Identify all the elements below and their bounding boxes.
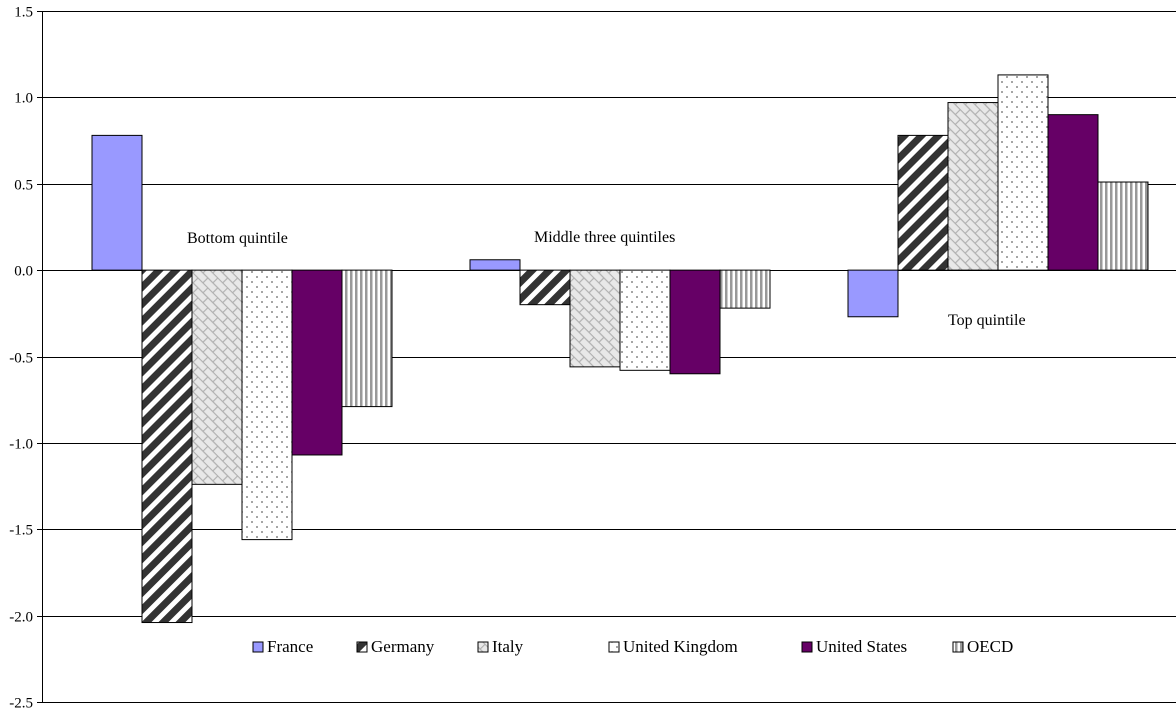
bar-oecd-middle-three-quintiles: [719, 269, 771, 309]
y-tick-label: -2.0: [9, 610, 33, 626]
bar-oecd-bottom-quintile: [341, 269, 393, 408]
bar-united-states-bottom-quintile: [291, 269, 343, 456]
bar-france-top-quintile: [847, 269, 899, 318]
legend-swatch: [608, 641, 620, 653]
legend-swatch: [477, 641, 489, 653]
legend: France Germany Italy United Kingdom United S…: [252, 637, 1013, 656]
legend-swatch: [952, 641, 964, 653]
bar-united-kingdom-top-quintile: [997, 74, 1049, 271]
bars: [91, 74, 1149, 624]
bar-france-middle-three-quintiles: [469, 259, 521, 271]
legend-label: OECD: [967, 637, 1013, 656]
y-tick-label: 1.5: [14, 5, 33, 21]
y-tick-label: 0.0: [14, 264, 33, 280]
legend-label: United Kingdom: [623, 637, 738, 656]
category-label-middle-three-quintiles: Middle three quintiles: [534, 229, 675, 246]
legend-label: United States: [816, 637, 907, 656]
bar-united-states-top-quintile: [1047, 114, 1099, 271]
legend-item-france: France: [252, 637, 313, 656]
bar-united-kingdom-middle-three-quintiles: [619, 269, 671, 371]
bar-italy-top-quintile: [947, 102, 999, 271]
legend-item-germany: Germany: [356, 637, 435, 656]
y-tick-label: -2.5: [9, 696, 33, 709]
category-label-top-quintile: Top quintile: [948, 312, 1026, 329]
category-label-bottom-quintile: Bottom quintile: [187, 230, 288, 247]
y-axis: 1.5 1.0 0.5 0.0 -0.5 -1.0 -1.5 -2.0 -2.5: [9, 5, 43, 709]
y-tick-label: 1.0: [14, 91, 33, 107]
y-tick-label: 0.5: [14, 178, 33, 194]
bar-italy-middle-three-quintiles: [569, 269, 621, 368]
legend-item-italy: Italy: [477, 637, 524, 656]
legend-item-oecd: OECD: [952, 637, 1013, 656]
bar-united-states-middle-three-quintiles: [669, 269, 721, 375]
y-tick-label: -0.5: [9, 351, 33, 367]
legend-label: Germany: [371, 637, 435, 656]
category-labels: Bottom quintile Middle three quintiles Top…: [187, 229, 1026, 329]
bar-italy-bottom-quintile: [191, 269, 243, 485]
bar-germany-middle-three-quintiles: [519, 269, 571, 306]
legend-item-united-states: United States: [801, 637, 907, 656]
legend-swatch: [356, 641, 368, 653]
legend-swatch: [252, 641, 264, 653]
bar-oecd-top-quintile: [1097, 181, 1149, 271]
bar-france-bottom-quintile: [91, 134, 143, 271]
legend-item-united-kingdom: United Kingdom: [608, 637, 738, 656]
bar-germany-top-quintile: [897, 134, 949, 271]
y-tick-label: -1.5: [9, 523, 33, 539]
bar-germany-bottom-quintile: [141, 269, 193, 624]
y-tick-label: -1.0: [9, 437, 33, 453]
legend-label: Italy: [492, 637, 524, 656]
legend-swatch: [801, 641, 813, 653]
legend-label: France: [267, 637, 313, 656]
bar-united-kingdom-bottom-quintile: [241, 269, 293, 541]
